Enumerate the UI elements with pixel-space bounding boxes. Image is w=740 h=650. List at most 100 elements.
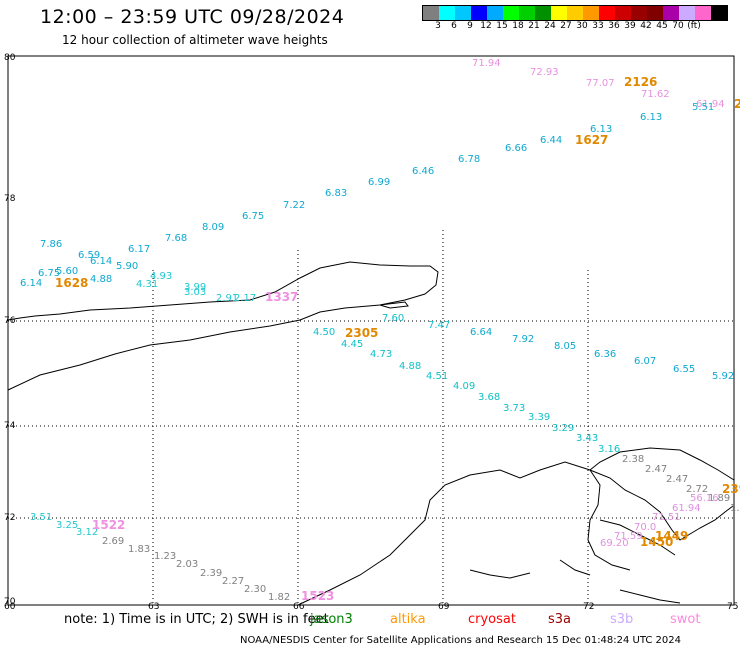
colorbar-swatch (503, 6, 519, 20)
wave-height-value: 4.31 (136, 279, 158, 290)
pass-time-label: 1523 (301, 589, 334, 603)
wave-height-value: 69.20 (600, 538, 629, 549)
wave-height-value: 6.75 (242, 211, 264, 222)
colorbar-swatch (567, 6, 583, 20)
wave-height-value: 7.22 (283, 200, 305, 211)
wave-height-value: 4.93 (150, 271, 172, 282)
colorbar-swatch (519, 6, 535, 20)
colorbar-label: (ft) (687, 21, 701, 31)
lon-label: 66 (293, 602, 305, 610)
colorbar-label: 27 (560, 21, 572, 31)
wave-height-value: 6.55 (673, 364, 695, 375)
wave-height-value: 3.68 (478, 392, 500, 403)
wave-height-value: 6.13 (590, 124, 612, 135)
wave-height-value: 7.92 (512, 334, 534, 345)
lon-label: 60 (4, 602, 16, 610)
altimeter-map[interactable]: 80 78 76 74 72 70 60 63 66 69 72 75 71.9… (0, 0, 740, 610)
wave-height-value: 3.29 (552, 423, 574, 434)
wave-height-value: 5.92 (712, 371, 734, 382)
wave-height-value: 6.36 (594, 349, 616, 360)
wave-height-value: 6.64 (470, 327, 492, 338)
lat-label: 80 (4, 53, 16, 63)
lat-label: 78 (4, 194, 16, 204)
wave-height-value: 71.62 (641, 89, 670, 100)
wave-height-value: 56.16 (690, 493, 719, 504)
latitude-labels: 80 78 76 74 72 70 (4, 53, 16, 607)
track-a: 71.94 72.93 77.07 71.62 61.94 (472, 58, 725, 110)
wave-height-value: 2.03 (176, 559, 198, 570)
colorbar-label: 21 (528, 21, 540, 31)
track-d: 7.60 7.47 4.50 4.45 4.73 4.88 4.51 4.093.683.73… (313, 313, 620, 455)
footer-credit: NOAA/NESDIS Center for Satellite Applica… (240, 635, 682, 646)
wave-height-value: 70.0 (634, 522, 656, 533)
colorbar-swatch (535, 6, 551, 20)
wave-height-value: 3.51 (30, 512, 52, 523)
wave-height-value: 3.12 (76, 527, 98, 538)
colorbar-swatch (455, 6, 471, 20)
wave-height-value: 72.93 (530, 67, 559, 78)
wave-height-colorbar (422, 5, 728, 21)
pass-time-label: 1337 (265, 290, 298, 304)
wave-height-value: 2.69 (102, 536, 124, 547)
wave-height-value: 4.73 (370, 349, 392, 360)
wave-height-value: 6.07 (634, 356, 656, 367)
pass-time-label: 1627 (575, 133, 608, 147)
legend-cryosat: cryosat (468, 612, 516, 627)
track-h: 3.51 3.253.12 (30, 512, 98, 538)
wave-height-value: 4.88 (90, 274, 112, 285)
wave-height-value: 1.89 (708, 493, 730, 504)
wave-height-value: 2.72 (686, 484, 708, 495)
wave-height-value: 6.14 (90, 256, 112, 267)
wave-height-value: 1.23 (154, 551, 176, 562)
wave-height-value: 6.78 (458, 154, 480, 165)
pass-time-label: 1449 (655, 529, 688, 543)
track-a-sat: 5.51 (692, 102, 714, 113)
colorbar-label: 45 (656, 21, 668, 31)
track-c: 4.934.31 3.993.03 2.912.17 (136, 271, 256, 304)
map-subtitle: 12 hour collection of altimeter wave hei… (62, 33, 328, 47)
wave-height-value: 3.39 (528, 412, 550, 423)
wave-height-value: 2.91 (216, 293, 238, 304)
wave-height-value: 2.17 (234, 293, 256, 304)
longitude-labels: 60 63 66 69 72 75 (4, 602, 738, 610)
colorbar-label: 15 (496, 21, 508, 31)
colorbar-swatch (487, 6, 503, 20)
colorbar-label: 36 (608, 21, 620, 31)
wave-height-value: 7.60 (382, 313, 404, 324)
colorbar-label: 42 (640, 21, 652, 31)
track-f: 2.382.472.472.721.891.2 (622, 454, 740, 514)
pass-time-label: 2305 (345, 326, 378, 340)
lat-label: 76 (4, 316, 16, 326)
track-e: 6.64 7.92 8.05 6.36 6.07 6.55 5.92 (470, 327, 734, 382)
wave-height-value: 4.88 (399, 361, 421, 372)
wave-height-value: 8.09 (202, 222, 224, 233)
wave-height-value: 4.45 (341, 339, 363, 350)
colorbar-swatch (615, 6, 631, 20)
colorbar-label: 9 (467, 21, 473, 31)
wave-height-value: 61.94 (696, 99, 725, 110)
track-i: 2.69 1.83 1.232.032.392.272.301.82 (102, 536, 290, 603)
lat-label: 70 (4, 597, 16, 607)
wave-height-value: 2.27 (222, 576, 244, 587)
wave-height-value: 6.17 (128, 244, 150, 255)
pass-time-label: 1450 (640, 535, 673, 549)
wave-height-value: 61.94 (672, 503, 701, 514)
wave-height-value: 7.68 (165, 233, 187, 244)
wave-height-value: 6.66 (505, 143, 527, 154)
colorbar-swatch (679, 6, 695, 20)
wave-height-value: 4.50 (313, 327, 335, 338)
colorbar-swatch (471, 6, 487, 20)
wave-height-value: 77.07 (586, 78, 615, 89)
wave-height-value: 6.99 (368, 177, 390, 188)
wave-height-value: 4.51 (426, 371, 448, 382)
pass-time-label: 1522 (92, 518, 125, 532)
colorbar-swatch (695, 6, 711, 20)
wave-height-value: 6.44 (540, 135, 562, 146)
wave-height-value: 3.43 (576, 433, 598, 444)
wave-height-value: 71.94 (472, 58, 501, 69)
wave-height-value: 71.59 (614, 531, 643, 542)
colorbar-label: 3 (435, 21, 441, 31)
wave-height-value: 71.51 (652, 512, 681, 523)
wave-height-value: 5.90 (116, 261, 138, 272)
